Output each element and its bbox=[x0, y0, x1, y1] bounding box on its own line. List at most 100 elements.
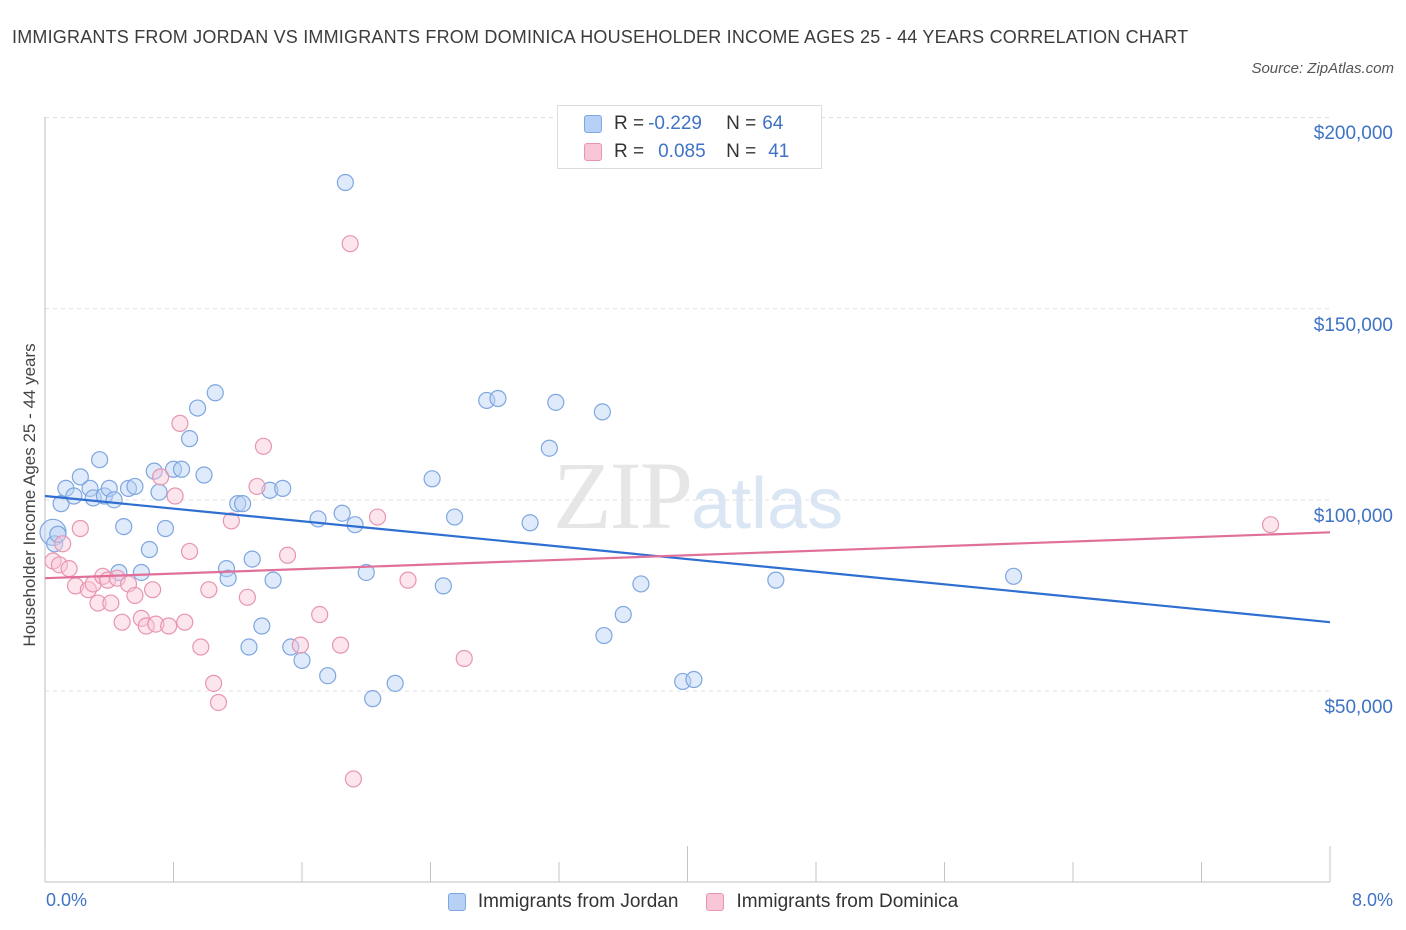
dominica-point bbox=[399, 571, 417, 589]
n-value-dominica: 41 bbox=[768, 141, 790, 162]
legend-label-dominica: Immigrants from Dominica bbox=[736, 891, 959, 912]
jordan-point bbox=[489, 389, 507, 408]
jordan-point bbox=[364, 690, 382, 708]
dominica-point bbox=[192, 638, 210, 656]
x-tick-label-min: 0.0% bbox=[46, 890, 88, 910]
legend-swatch-jordan bbox=[584, 115, 602, 133]
jordan-point bbox=[49, 525, 67, 543]
series-legend: Immigrants from Jordan Immigrants from D… bbox=[0, 889, 1406, 915]
jordan-point bbox=[1004, 567, 1023, 585]
n-label: N = bbox=[726, 113, 757, 134]
r-label: R = bbox=[614, 113, 645, 134]
jordan-point bbox=[261, 481, 279, 499]
jordan-point bbox=[150, 483, 168, 501]
dominica-point bbox=[180, 542, 199, 561]
jordan-point bbox=[293, 651, 311, 670]
jordan-point bbox=[593, 403, 611, 421]
jordan-point bbox=[145, 462, 163, 480]
jordan-point bbox=[188, 399, 207, 417]
jordan-point bbox=[156, 519, 175, 538]
dominica-point bbox=[331, 636, 350, 654]
dominica-point bbox=[160, 617, 178, 635]
dominica-point bbox=[89, 594, 107, 612]
n-label: N = bbox=[726, 141, 757, 162]
jordan-point bbox=[240, 638, 258, 656]
jordan-point bbox=[274, 479, 292, 497]
jordan-point bbox=[229, 495, 247, 513]
jordan-point bbox=[180, 430, 199, 448]
dominica-point bbox=[278, 546, 297, 564]
y-tick-label-200000: $200,000 bbox=[1313, 123, 1393, 144]
r-value-dominica: 0.085 bbox=[658, 141, 706, 162]
legend-item-dominica: Immigrants from Dominica bbox=[706, 891, 958, 913]
jordan-point bbox=[434, 577, 452, 595]
watermark-zip: ZIP bbox=[553, 442, 693, 549]
jordan-point bbox=[233, 495, 252, 513]
jordan-point bbox=[195, 466, 213, 484]
y-tick-label-150000: $150,000 bbox=[1313, 315, 1393, 336]
jordan-point bbox=[172, 460, 191, 478]
source-label: Source: ZipAtlas.com bbox=[1251, 60, 1394, 77]
jordan-point bbox=[614, 605, 632, 624]
legend-swatch-jordan bbox=[447, 893, 466, 911]
dominica-point bbox=[368, 508, 387, 526]
y-tick-label-100000: $100,000 bbox=[1313, 506, 1393, 527]
dominica-point bbox=[344, 770, 362, 788]
y-axis-label: Householder Income Ages 25 - 44 years bbox=[20, 343, 39, 647]
jordan-point bbox=[386, 674, 404, 692]
dominica-point bbox=[166, 487, 184, 505]
dominica-point bbox=[60, 560, 78, 578]
watermark-atlas: atlas bbox=[691, 464, 844, 544]
dominica-point bbox=[200, 581, 218, 599]
dominica-point bbox=[311, 605, 329, 624]
jordan-point bbox=[767, 571, 785, 589]
dominica-point bbox=[147, 615, 165, 633]
dominica-trend-line bbox=[44, 531, 1331, 580]
jordan-point bbox=[71, 468, 89, 486]
jordan-point bbox=[140, 540, 159, 559]
r-label: R = bbox=[614, 141, 645, 162]
jordan-point bbox=[126, 477, 144, 496]
jordan-point bbox=[445, 508, 464, 526]
dominica-point bbox=[113, 613, 131, 631]
jordan-point bbox=[595, 626, 613, 645]
legend-label-jordan: Immigrants from Jordan bbox=[477, 891, 679, 912]
dominica-point bbox=[152, 468, 170, 486]
legend-swatch-dominica bbox=[706, 893, 725, 911]
watermark: ZIPatlas bbox=[553, 440, 843, 551]
dominica-point bbox=[50, 556, 69, 574]
dominica-point bbox=[126, 586, 144, 605]
stats-legend: R = -0.229 N = 64 R = 0.085 N = 41 bbox=[557, 105, 822, 169]
legend-item-jordan: Immigrants from Jordan bbox=[447, 891, 679, 913]
jordan-point bbox=[521, 514, 539, 532]
jordan-point bbox=[81, 479, 99, 497]
jordan-point bbox=[264, 571, 282, 589]
stats-row-dominica: R = 0.085 N = 41 bbox=[584, 140, 789, 164]
jordan-point bbox=[423, 470, 441, 488]
dominica-point bbox=[102, 594, 120, 612]
jordan-point bbox=[253, 617, 271, 635]
jordan-point bbox=[65, 487, 83, 505]
jordan-point bbox=[115, 517, 133, 536]
jordan-point bbox=[219, 569, 237, 587]
jordan-point bbox=[346, 516, 364, 534]
dominica-point bbox=[71, 519, 89, 538]
dominica-point bbox=[455, 649, 473, 668]
dominica-point bbox=[291, 636, 309, 654]
dominica-point bbox=[222, 512, 240, 530]
jordan-point bbox=[119, 479, 138, 497]
jordan-point bbox=[243, 550, 261, 568]
dominica-point bbox=[238, 588, 256, 606]
dominica-point bbox=[254, 437, 273, 455]
n-value-jordan: 64 bbox=[762, 113, 784, 134]
jordan-point bbox=[547, 393, 565, 411]
jordan-point bbox=[105, 491, 123, 509]
jordan-point bbox=[357, 563, 375, 582]
jordan-point bbox=[333, 504, 351, 522]
jordan-point bbox=[206, 384, 224, 402]
chart-title: IMMIGRANTS FROM JORDAN VS IMMIGRANTS FRO… bbox=[12, 27, 1189, 47]
dominica-point bbox=[209, 693, 228, 712]
y-tick-label-50000: $50,000 bbox=[1324, 697, 1393, 718]
jordan-point bbox=[319, 667, 337, 685]
dominica-point bbox=[341, 235, 359, 253]
